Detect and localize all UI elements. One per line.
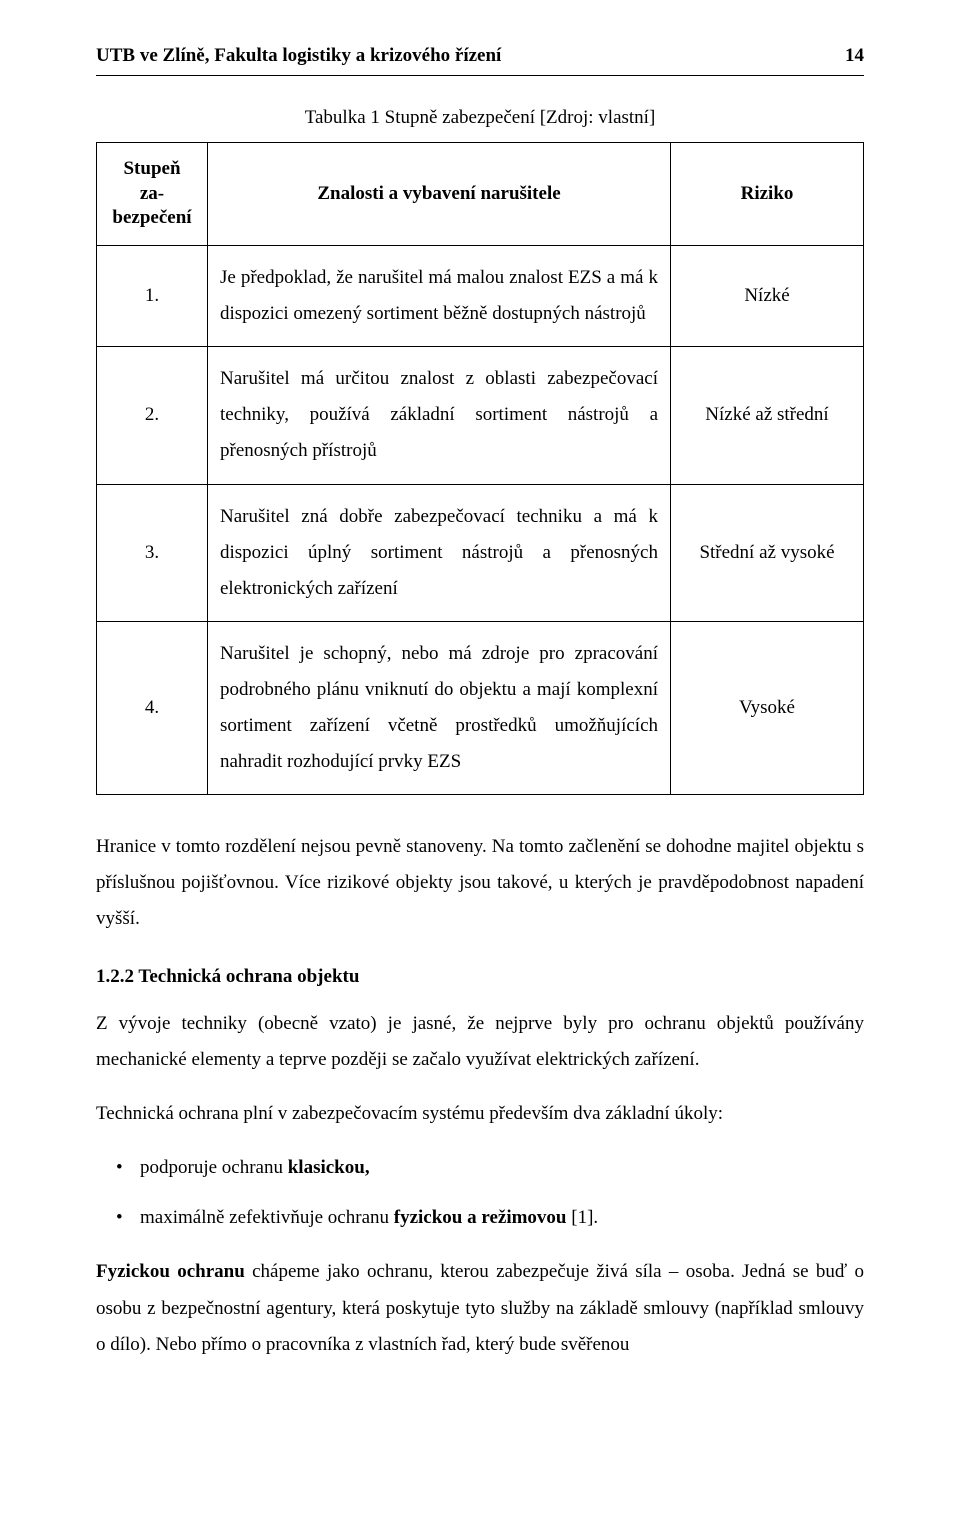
- table-header-desc: Znalosti a vybavení narušitele: [208, 143, 671, 246]
- cell-num: 1.: [97, 246, 208, 347]
- list-item: podporuje ochranu klasickou,: [96, 1150, 864, 1186]
- cell-risk: Střední až vysoké: [671, 484, 864, 621]
- paragraph: Fyzickou ochranu chápeme jako ochranu, k…: [96, 1254, 864, 1362]
- cell-risk: Vysoké: [671, 621, 864, 794]
- cell-desc: Je předpoklad, že narušitel má malou zna…: [208, 246, 671, 347]
- header-page-number: 14: [845, 42, 864, 71]
- table-row: 2. Narušitel má určitou znalost z oblast…: [97, 347, 864, 484]
- bullet-text: podporuje ochranu: [140, 1157, 288, 1178]
- table-header-level: Stupeň za- bezpečení: [97, 143, 208, 246]
- table-row: 4. Narušitel je schopný, nebo má zdroje …: [97, 621, 864, 794]
- paragraph: Z vývoje techniky (obecně vzato) je jasn…: [96, 1006, 864, 1078]
- bullet-text-post: [1].: [567, 1207, 599, 1228]
- table-row: 1. Je předpoklad, že narušitel má malou …: [97, 246, 864, 347]
- cell-num: 4.: [97, 621, 208, 794]
- header-left: UTB ve Zlíně, Fakulta logistiky a krizov…: [96, 42, 501, 71]
- paragraph: Technická ochrana plní v zabezpečovacím …: [96, 1096, 864, 1132]
- bullet-text: maximálně zefektivňuje ochranu: [140, 1207, 394, 1228]
- page-header: UTB ve Zlíně, Fakulta logistiky a krizov…: [96, 42, 864, 76]
- cell-risk: Nízké: [671, 246, 864, 347]
- table-header-level-l1: Stupeň za-: [123, 158, 180, 204]
- table-header-risk: Riziko: [671, 143, 864, 246]
- cell-num: 3.: [97, 484, 208, 621]
- list-item: maximálně zefektivňuje ochranu fyzickou …: [96, 1200, 864, 1236]
- cell-desc: Narušitel má určitou znalost z oblasti z…: [208, 347, 671, 484]
- cell-num: 2.: [97, 347, 208, 484]
- security-levels-table: Stupeň za- bezpečení Znalosti a vybavení…: [96, 142, 864, 795]
- cell-desc: Narušitel je schopný, nebo má zdroje pro…: [208, 621, 671, 794]
- cell-desc: Narušitel zná dobře zabezpečovací techni…: [208, 484, 671, 621]
- paragraph: Hranice v tomto rozdělení nejsou pevně s…: [96, 829, 864, 937]
- bullet-bold: fyzickou a režimovou: [394, 1207, 567, 1228]
- bullet-list: podporuje ochranu klasickou, maximálně z…: [96, 1150, 864, 1236]
- cell-risk: Nízké až střední: [671, 347, 864, 484]
- bullet-bold: klasickou,: [288, 1157, 370, 1178]
- table-header-level-l2: bezpečení: [112, 207, 191, 228]
- paragraph-bold-lead: Fyzickou ochranu: [96, 1261, 245, 1282]
- heading-1-2-2: 1.2.2 Technická ochrana objektu: [96, 963, 864, 992]
- table-row: 3. Narušitel zná dobře zabezpečovací tec…: [97, 484, 864, 621]
- table-caption: Tabulka 1 Stupně zabezpečení [Zdroj: vla…: [96, 104, 864, 133]
